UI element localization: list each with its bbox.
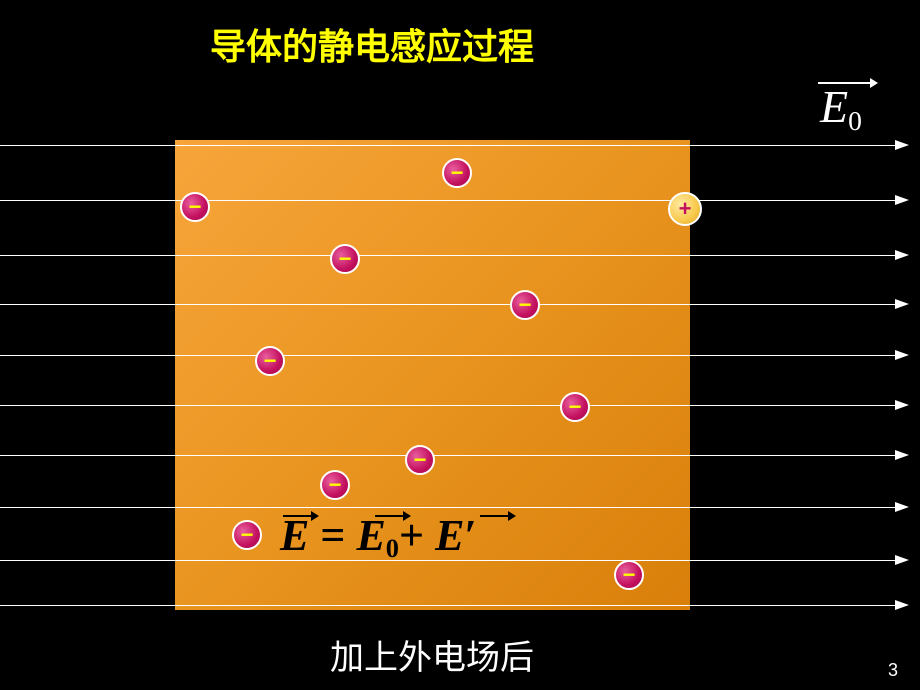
field-line-arrowhead xyxy=(895,555,909,565)
vec-arrow-1 xyxy=(283,515,313,517)
field-line-arrowhead xyxy=(895,502,909,512)
field-line xyxy=(0,605,895,606)
e0-subscript: 0 xyxy=(848,105,862,136)
field-line xyxy=(0,200,895,201)
field-line-arrowhead xyxy=(895,600,909,610)
field-line-arrowhead xyxy=(895,195,909,205)
negative-charge: − xyxy=(232,520,262,550)
e0-vector-arrow xyxy=(818,82,872,84)
formula-E2: E xyxy=(356,511,385,560)
field-line-arrowhead xyxy=(895,299,909,309)
field-line-arrowhead xyxy=(895,450,909,460)
formula-prime: ′ xyxy=(464,511,476,560)
negative-charge: − xyxy=(614,560,644,590)
formula-sub0: 0 xyxy=(386,533,399,563)
negative-charge: − xyxy=(510,290,540,320)
slide-subtitle: 加上外电场后 xyxy=(330,630,534,679)
slide-title: 导体的静电感应过程 xyxy=(210,18,534,70)
field-line-arrowhead xyxy=(895,350,909,360)
field-line xyxy=(0,455,895,456)
page-number: 3 xyxy=(888,660,898,681)
field-line-arrowhead xyxy=(895,400,909,410)
field-line-arrowhead xyxy=(895,140,909,150)
field-line xyxy=(0,355,895,356)
formula-E3: E xyxy=(435,511,464,560)
field-line xyxy=(0,507,895,508)
minus-sign: − xyxy=(329,474,342,496)
negative-charge: − xyxy=(320,470,350,500)
field-line xyxy=(0,304,895,305)
field-line xyxy=(0,405,895,406)
negative-charge: − xyxy=(180,192,210,222)
minus-sign: − xyxy=(519,294,532,316)
field-line-arrowhead xyxy=(895,250,909,260)
minus-sign: − xyxy=(569,396,582,418)
negative-charge: − xyxy=(405,445,435,475)
plus-sign: + xyxy=(679,198,692,220)
minus-sign: − xyxy=(339,248,352,270)
vec-arrow-2 xyxy=(375,515,405,517)
formula-E1: E xyxy=(280,511,309,560)
negative-charge: − xyxy=(330,244,360,274)
field-line xyxy=(0,255,895,256)
field-line xyxy=(0,145,895,146)
minus-sign: − xyxy=(241,524,254,546)
positive-charge: + xyxy=(668,192,702,226)
minus-sign: − xyxy=(451,162,464,184)
e0-letter: E xyxy=(820,81,848,132)
minus-sign: − xyxy=(264,350,277,372)
minus-sign: − xyxy=(414,449,427,471)
vec-arrow-3 xyxy=(480,515,510,517)
e0-label: E0 xyxy=(820,80,862,133)
negative-charge: − xyxy=(255,346,285,376)
minus-sign: − xyxy=(189,196,202,218)
minus-sign: − xyxy=(623,564,636,586)
formula: E = E0+ E′ xyxy=(280,510,477,561)
negative-charge: − xyxy=(560,392,590,422)
negative-charge: − xyxy=(442,158,472,188)
